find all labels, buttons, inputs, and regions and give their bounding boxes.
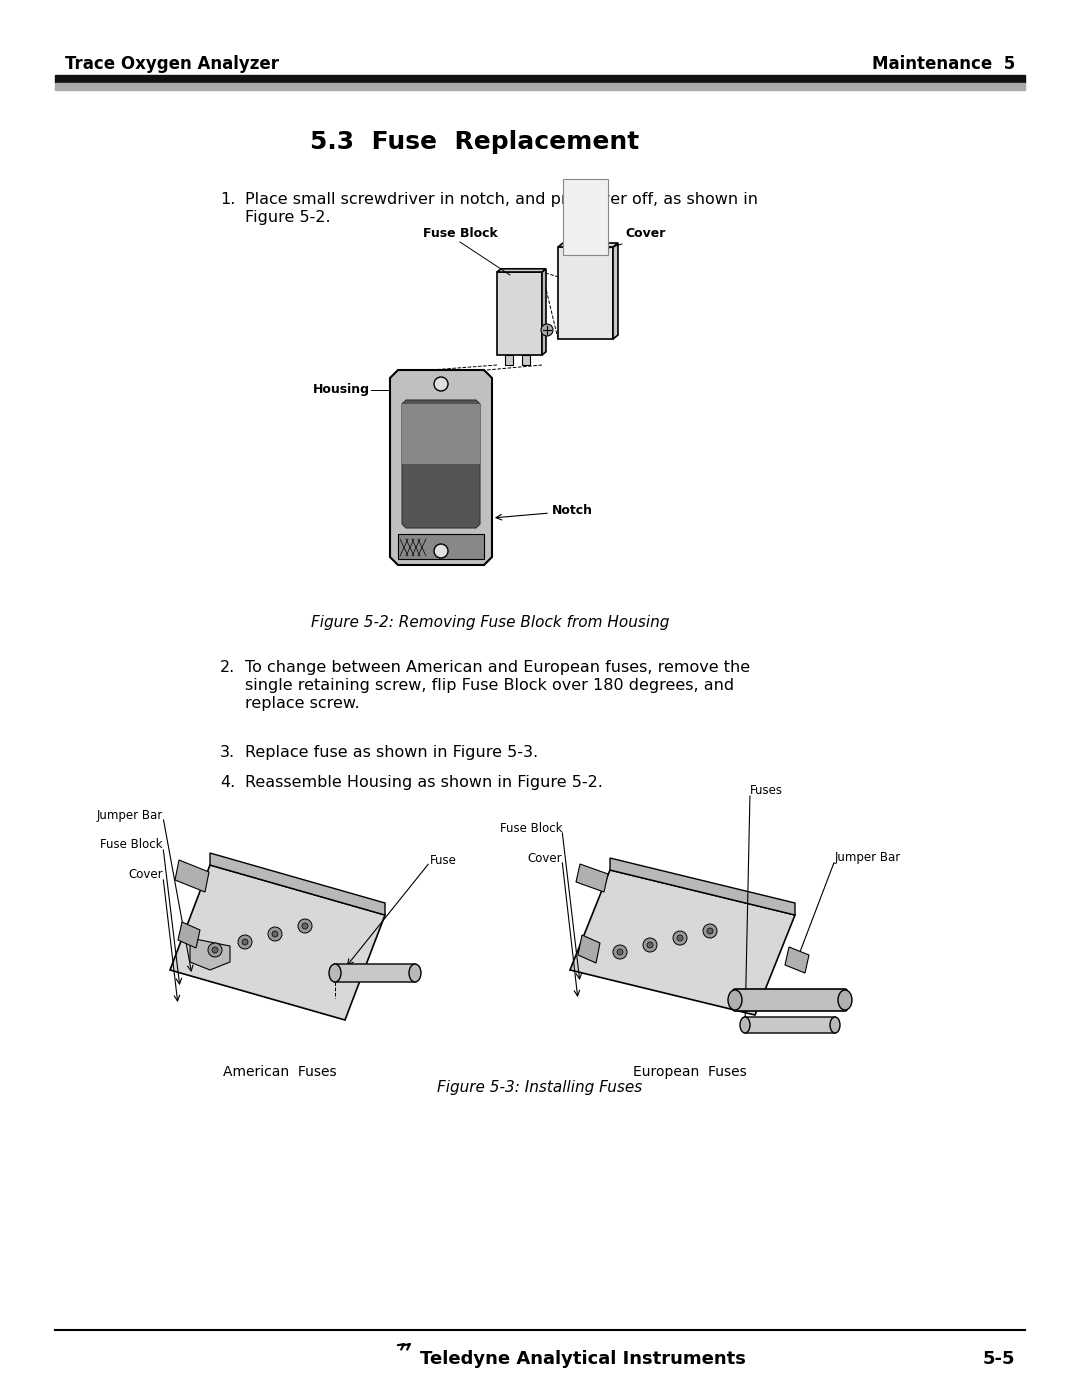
Circle shape: [647, 942, 653, 949]
Circle shape: [677, 935, 683, 942]
Circle shape: [212, 947, 218, 953]
Polygon shape: [497, 272, 542, 355]
FancyBboxPatch shape: [744, 1017, 836, 1032]
Circle shape: [434, 377, 448, 391]
FancyBboxPatch shape: [334, 964, 416, 982]
Text: Fuse: Fuse: [430, 854, 457, 866]
Polygon shape: [170, 865, 384, 1020]
Text: 1.: 1.: [220, 191, 235, 207]
Polygon shape: [570, 870, 795, 1016]
Text: 4.: 4.: [220, 775, 235, 789]
Text: Reassemble Housing as shown in Figure 5-2.: Reassemble Housing as shown in Figure 5-…: [245, 775, 603, 789]
Polygon shape: [522, 355, 530, 365]
Text: 2.: 2.: [220, 659, 235, 675]
Polygon shape: [613, 243, 618, 339]
Text: Jumper Bar: Jumper Bar: [97, 809, 163, 821]
Circle shape: [268, 928, 282, 942]
Bar: [563, 179, 608, 256]
Polygon shape: [578, 935, 600, 963]
Circle shape: [238, 935, 252, 949]
Polygon shape: [210, 854, 384, 915]
Text: Notch: Notch: [552, 503, 593, 517]
Text: European  Fuses: European Fuses: [633, 1065, 747, 1078]
Text: Teledyne Analytical Instruments: Teledyne Analytical Instruments: [420, 1350, 746, 1368]
Polygon shape: [497, 268, 546, 272]
Circle shape: [208, 943, 222, 957]
Text: Place small screwdriver in notch, and pry cover off, as shown in: Place small screwdriver in notch, and pr…: [245, 191, 758, 207]
Text: 5-5: 5-5: [983, 1350, 1015, 1368]
Circle shape: [617, 949, 623, 956]
Bar: [55, 75, 1025, 82]
Text: Fuse Block: Fuse Block: [422, 226, 498, 240]
Text: Fuse Block: Fuse Block: [499, 821, 562, 834]
Text: Cover: Cover: [129, 869, 163, 882]
Text: Figure 5-2: Removing Fuse Block from Housing: Figure 5-2: Removing Fuse Block from Hou…: [311, 615, 670, 630]
Ellipse shape: [838, 990, 852, 1010]
Text: To change between American and European fuses, remove the: To change between American and European …: [245, 659, 751, 675]
Polygon shape: [785, 947, 809, 972]
Polygon shape: [399, 534, 484, 559]
Text: American  Fuses: American Fuses: [224, 1065, 337, 1078]
Polygon shape: [558, 243, 618, 247]
Text: Maintenance  5: Maintenance 5: [872, 54, 1015, 73]
Text: Cover: Cover: [625, 226, 665, 240]
Polygon shape: [175, 861, 210, 893]
Polygon shape: [390, 370, 492, 564]
Text: Figure 5-3: Installing Fuses: Figure 5-3: Installing Fuses: [437, 1080, 643, 1095]
Text: Housing: Housing: [313, 384, 370, 397]
Circle shape: [272, 930, 278, 937]
Bar: [402, 404, 480, 464]
Circle shape: [703, 923, 717, 937]
Ellipse shape: [831, 1017, 840, 1032]
Circle shape: [707, 928, 713, 935]
Polygon shape: [505, 355, 513, 365]
Text: Fuse Block: Fuse Block: [100, 838, 163, 852]
Text: 5.3  Fuse  Replacement: 5.3 Fuse Replacement: [310, 130, 639, 154]
Circle shape: [541, 324, 553, 337]
Ellipse shape: [728, 990, 742, 1010]
Circle shape: [434, 543, 448, 557]
Ellipse shape: [329, 964, 341, 982]
Text: Cover: Cover: [527, 852, 562, 865]
Polygon shape: [610, 858, 795, 915]
Text: replace screw.: replace screw.: [245, 696, 360, 711]
Circle shape: [298, 919, 312, 933]
Polygon shape: [542, 268, 546, 355]
Ellipse shape: [740, 1017, 750, 1032]
Circle shape: [673, 930, 687, 944]
Polygon shape: [576, 863, 608, 893]
Circle shape: [613, 944, 627, 958]
Text: Jumper Bar: Jumper Bar: [835, 852, 901, 865]
Text: Replace fuse as shown in Figure 5-3.: Replace fuse as shown in Figure 5-3.: [245, 745, 538, 760]
Text: single retaining screw, flip Fuse Block over 180 degrees, and: single retaining screw, flip Fuse Block …: [245, 678, 734, 693]
FancyBboxPatch shape: [733, 989, 847, 1011]
Circle shape: [302, 923, 308, 929]
Text: Fuses: Fuses: [750, 784, 783, 796]
Bar: [55, 82, 1025, 89]
Text: Figure 5-2.: Figure 5-2.: [245, 210, 330, 225]
Polygon shape: [178, 922, 200, 949]
Circle shape: [242, 939, 248, 944]
Circle shape: [643, 937, 657, 951]
Polygon shape: [558, 247, 613, 339]
Text: 3.: 3.: [220, 745, 235, 760]
Polygon shape: [402, 400, 480, 528]
Ellipse shape: [409, 964, 421, 982]
Polygon shape: [190, 937, 230, 970]
Text: Trace Oxygen Analyzer: Trace Oxygen Analyzer: [65, 54, 279, 73]
